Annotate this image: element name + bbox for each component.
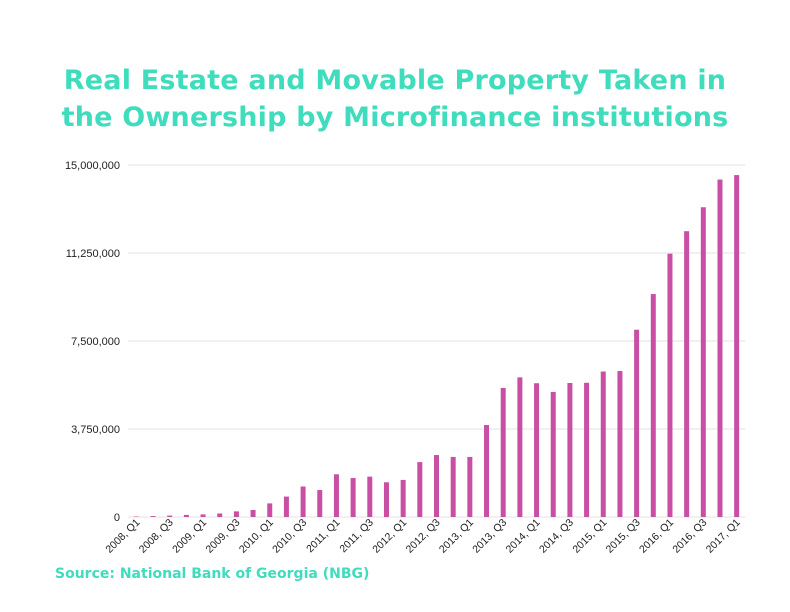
bar xyxy=(550,391,556,517)
x-tick-label: 2016, Q1 xyxy=(637,517,676,556)
y-tick-label: 15,000,000 xyxy=(65,160,120,172)
bar xyxy=(500,387,506,517)
y-tick-label: 7,500,000 xyxy=(71,336,120,348)
bar xyxy=(317,490,323,517)
chart-title-line-2: the Ownership by Microfinance institutio… xyxy=(61,102,729,133)
bar xyxy=(517,377,523,517)
x-tick-label: 2008, Q3 xyxy=(137,517,176,556)
chart-title: Real Estate and Movable Property Taken i… xyxy=(0,62,790,136)
bar xyxy=(300,486,306,517)
x-tick-label: 2011, Q1 xyxy=(304,517,343,556)
x-tick-label: 2012, Q3 xyxy=(404,517,443,556)
bar xyxy=(467,456,473,517)
bar xyxy=(617,371,623,517)
bar xyxy=(400,479,406,517)
bar xyxy=(217,513,223,517)
x-tick-label: 2016, Q3 xyxy=(670,517,709,556)
x-tick-label: 2010, Q1 xyxy=(237,517,276,556)
bar xyxy=(484,425,490,517)
y-tick-label: 0 xyxy=(114,512,120,524)
source-note: Source: National Bank of Georgia (NBG) xyxy=(55,566,370,582)
bar xyxy=(584,382,590,517)
x-tick-label: 2015, Q3 xyxy=(604,517,643,556)
x-tick-label: 2017, Q1 xyxy=(704,517,743,556)
bar xyxy=(200,514,206,517)
x-tick-label: 2010, Q3 xyxy=(270,517,309,556)
x-tick-label: 2009, Q3 xyxy=(203,517,242,556)
bar xyxy=(434,455,439,517)
bar xyxy=(333,474,339,517)
bar xyxy=(150,516,156,517)
x-tick-label: 2011, Q3 xyxy=(337,517,376,556)
bar xyxy=(250,509,256,517)
bar xyxy=(567,383,573,517)
x-tick-label: 2013, Q1 xyxy=(437,517,476,556)
bar xyxy=(534,383,540,517)
bar xyxy=(183,514,189,517)
x-tick-label: 2009, Q1 xyxy=(170,517,209,556)
x-tick-label: 2014, Q1 xyxy=(504,517,543,556)
x-tick-label: 2008, Q1 xyxy=(103,517,142,556)
x-tick-label: 2013, Q3 xyxy=(470,517,509,556)
x-tick-label: 2015, Q1 xyxy=(570,517,609,556)
bar xyxy=(383,482,389,517)
bar xyxy=(717,179,723,518)
bar xyxy=(667,253,673,518)
bar xyxy=(684,231,690,517)
x-tick-label: 2012, Q1 xyxy=(370,517,409,556)
y-tick-label: 3,750,000 xyxy=(71,424,120,436)
bar xyxy=(450,456,456,517)
chart-title-line-1: Real Estate and Movable Property Taken i… xyxy=(63,65,727,96)
bar xyxy=(600,371,606,517)
bar xyxy=(233,511,239,517)
bar xyxy=(634,329,640,517)
y-tick-label: 11,250,000 xyxy=(66,248,120,260)
bar xyxy=(417,462,423,517)
bar xyxy=(650,294,656,517)
bar xyxy=(283,496,289,517)
bar xyxy=(350,478,356,517)
bar xyxy=(734,175,740,517)
x-tick-label: 2014, Q3 xyxy=(537,517,576,556)
bar xyxy=(367,476,373,517)
bar xyxy=(267,503,273,517)
bar xyxy=(167,515,173,517)
bar xyxy=(700,207,706,518)
